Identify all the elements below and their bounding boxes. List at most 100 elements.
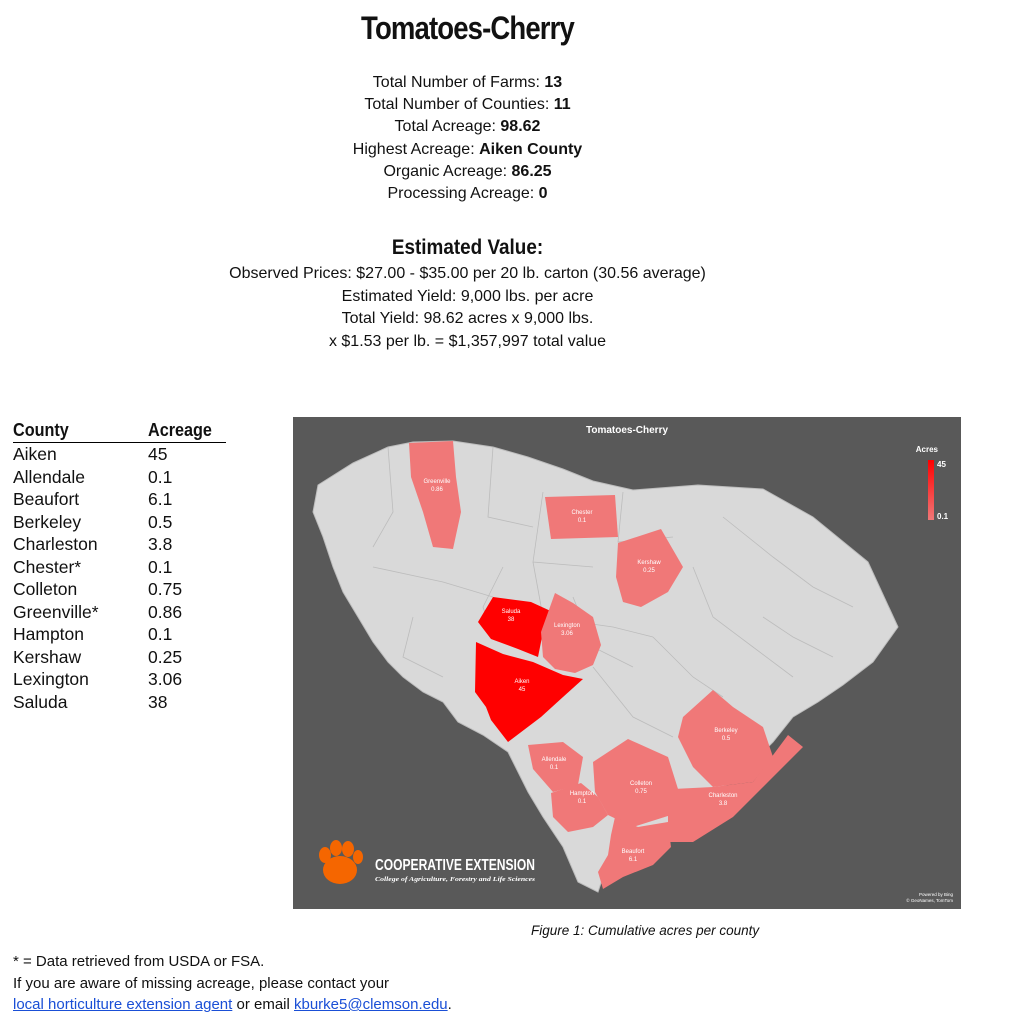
map-value-allendale: 0.1 — [550, 765, 559, 771]
table-row: Aiken 45 — [13, 443, 226, 466]
ev-total-yield: Total Yield: 98.62 acres x 9,000 lbs. — [341, 310, 594, 327]
table-row: Greenville* 0.86 — [13, 601, 226, 624]
map-label-kershaw: Kershaw — [637, 560, 661, 566]
contact-end-text: . — [447, 996, 452, 1013]
contact-or-text: or email — [232, 996, 294, 1013]
county-acreage: 0.25 — [148, 646, 183, 667]
legend-max: 45 — [937, 460, 946, 469]
county-acreage: 45 — [148, 444, 168, 464]
map-svg: Tomatoes-Cherry Acres 45 0.1 Greenville 0… — [312, 425, 954, 903]
ev-total-value: x $1.53 per lb. = $1,357,997 total value — [328, 332, 607, 350]
map-label-hampton: Hampton — [570, 791, 594, 797]
map-credit-1: Powered by Bing — [919, 892, 954, 897]
map-label-aiken: Aiken — [514, 679, 529, 685]
table-row: Berkeley 0.5 — [13, 511, 226, 534]
county-colleton — [593, 739, 678, 827]
county-berkeley — [678, 690, 773, 787]
county-acreage: 6.1 — [148, 489, 173, 509]
ev-yield: Estimated Yield: 9,000 lbs. per acre — [341, 287, 594, 305]
county-name: Berkeley — [13, 511, 82, 532]
figure-caption: Figure 1: Cumulative acres per county — [531, 923, 760, 938]
county-acreage: 0.1 — [148, 624, 173, 644]
county-greenville — [409, 441, 461, 549]
map-title: Tomatoes-Cherry — [586, 425, 668, 436]
contact-line: If you are aware of missing acreage, ple… — [13, 974, 390, 992]
footnote: * = Data retrieved from USDA or FSA. — [13, 953, 265, 970]
county-aiken — [475, 642, 583, 742]
map-value-beaufort: 6.1 — [629, 857, 638, 863]
footer: * = Data retrieved from USDA or FSA. If … — [13, 951, 452, 1016]
table-header: County Acreage — [13, 420, 226, 443]
stat-acreage: Total Acreage: 98.62 — [394, 118, 541, 136]
county-hampton — [551, 783, 608, 832]
county-name: Charleston — [13, 534, 98, 554]
county-acreage: 0.1 — [148, 466, 173, 487]
county-name: Kershaw — [13, 646, 82, 667]
estimated-value-block: Observed Prices: $27.00 - $35.00 per 20 … — [0, 263, 935, 353]
map-value-chester: 0.1 — [578, 518, 587, 524]
map-label-colleton: Colleton — [630, 781, 652, 787]
map-value-berkeley: 0.5 — [722, 736, 731, 742]
header-acreage: Acreage — [148, 420, 212, 440]
county-name: Aiken — [13, 444, 57, 464]
stat-highest: Highest Acreage: Aiken County — [352, 140, 583, 158]
map-label-chester: Chester — [571, 510, 592, 516]
county-acreage: 3.8 — [148, 534, 173, 554]
map-value-hampton: 0.1 — [578, 799, 587, 805]
county-lexington — [541, 593, 601, 673]
county-kershaw — [616, 529, 683, 607]
map-value-kershaw: 0.25 — [643, 568, 655, 574]
logo-subtitle: College of Agriculture, Forestry and Lif… — [375, 876, 536, 883]
county-beaufort — [598, 817, 671, 889]
table-row: Hampton 0.1 — [13, 623, 226, 646]
county-allendale — [528, 742, 583, 792]
county-map: Tomatoes-Cherry Acres 45 0.1 Greenville 0… — [293, 417, 961, 909]
county-name: Hampton — [13, 624, 85, 644]
county-acreage: 3.06 — [148, 669, 183, 689]
map-value-greenville: 0.86 — [431, 487, 443, 493]
map-label-saluda: Saluda — [502, 609, 521, 615]
map-value-aiken: 45 — [519, 687, 526, 693]
county-saluda — [478, 597, 555, 657]
map-value-charleston: 3.8 — [719, 801, 728, 807]
county-acreage: 0.1 — [148, 556, 173, 577]
table-row: Charleston 3.8 — [13, 533, 226, 556]
county-name: Lexington — [13, 669, 89, 689]
map-value-saluda: 38 — [508, 617, 515, 623]
stat-counties: Total Number of Counties: 11 — [364, 96, 571, 114]
ev-prices: Observed Prices: $27.00 - $35.00 per 20 … — [229, 265, 706, 282]
table-row: Kershaw 0.25 — [13, 646, 226, 669]
clemson-paw-icon — [319, 840, 363, 884]
map-value-lexington: 3.06 — [561, 631, 573, 637]
stat-farms: Total Number of Farms: 13 — [372, 74, 563, 91]
county-chester — [545, 495, 618, 539]
legend-gradient — [928, 460, 934, 520]
map-label-beaufort: Beaufort — [622, 849, 645, 855]
email-link[interactable]: kburke5@clemson.edu — [294, 996, 448, 1013]
table-row: Colleton 0.75 — [13, 578, 226, 601]
county-lines — [372, 446, 854, 738]
map-label-charleston: Charleston — [708, 793, 737, 799]
logo-title: COOPERATIVE EXTENSION — [375, 857, 535, 874]
county-acreage: 0.86 — [148, 601, 183, 622]
county-acreage: 0.75 — [148, 579, 183, 599]
county-name: Beaufort — [13, 489, 80, 509]
legend-min: 0.1 — [937, 512, 949, 521]
table-row: Allendale 0.1 — [13, 466, 226, 489]
map-credit-2: © GeoNames, TomTom — [906, 897, 953, 903]
table-row: Saluda 38 — [13, 691, 226, 714]
map-label-allendale: Allendale — [542, 757, 567, 763]
page-title: Tomatoes-Cherry — [361, 10, 575, 46]
stat-organic: Organic Acreage: 86.25 — [383, 162, 552, 180]
extension-agent-link[interactable]: local horticulture extension agent — [13, 996, 233, 1013]
county-name: Chester* — [13, 556, 82, 577]
summary-stats: Total Number of Farms: 13 Total Number o… — [0, 72, 935, 205]
county-name: Colleton — [13, 579, 78, 599]
map-label-lexington: Lexington — [554, 623, 580, 629]
header-county: County — [13, 420, 69, 440]
contact-links: local horticulture extension agent or em… — [13, 994, 452, 1016]
estimated-value-heading: Estimated Value: — [391, 236, 544, 259]
map-label-berkeley: Berkeley — [714, 728, 737, 734]
county-acreage: 38 — [148, 691, 168, 712]
county-charleston — [668, 735, 803, 842]
